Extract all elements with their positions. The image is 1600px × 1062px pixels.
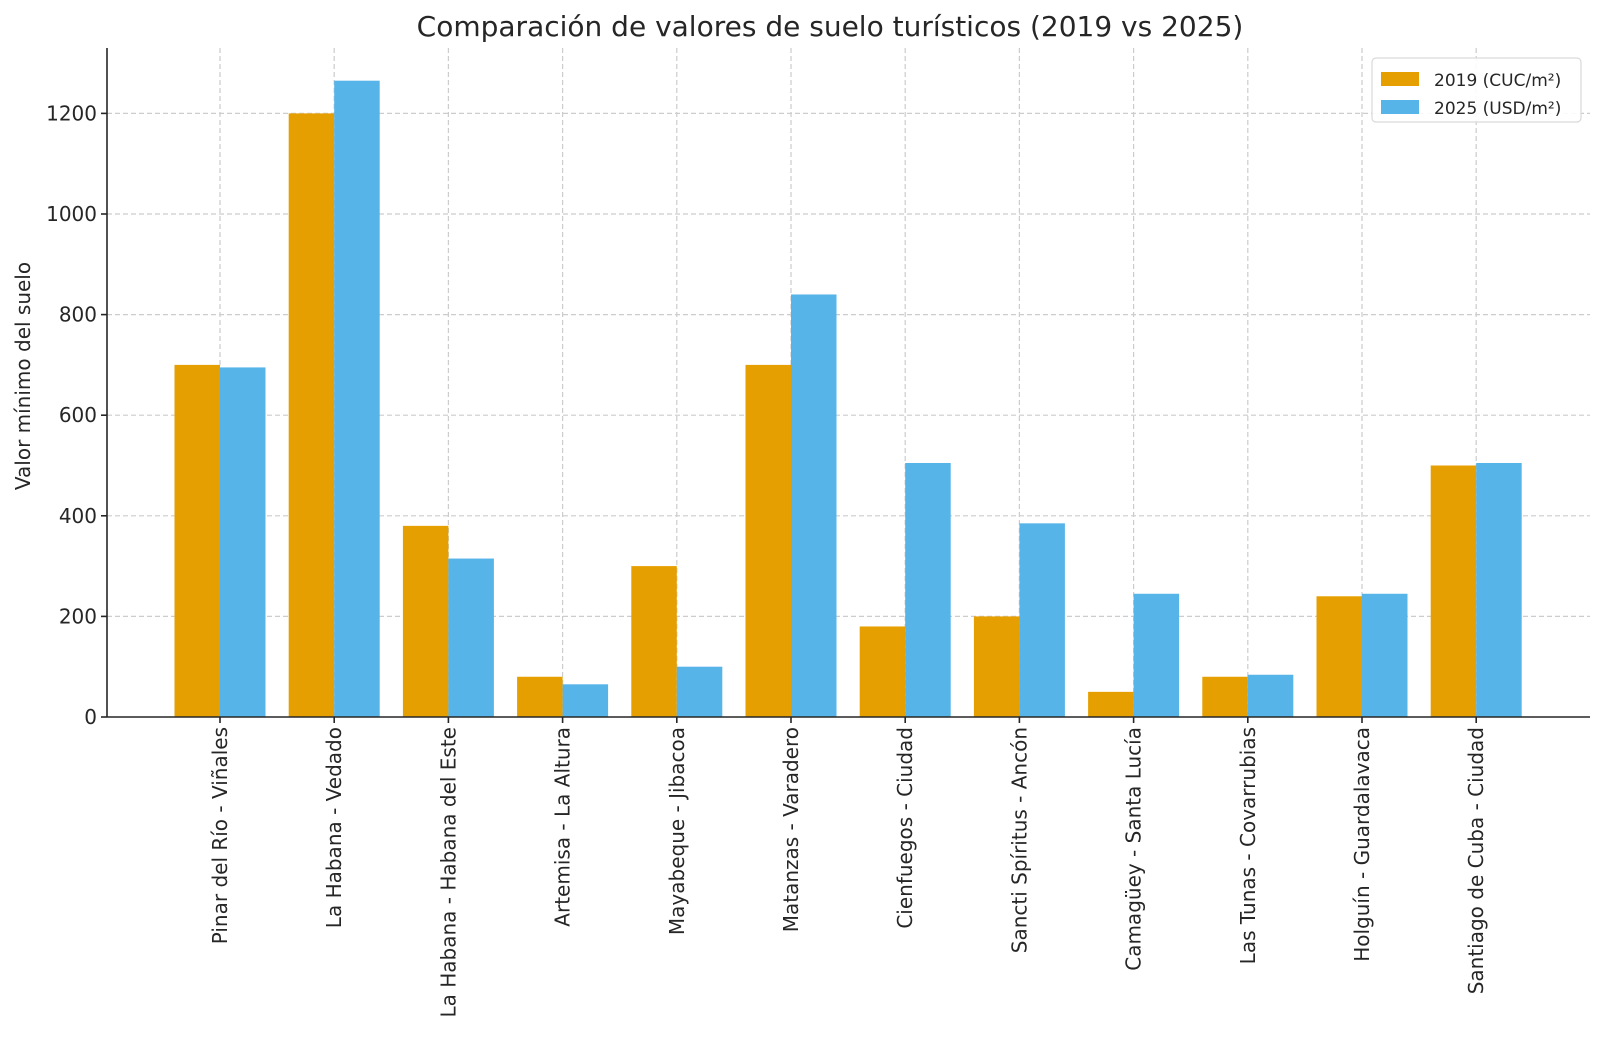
x-tick-label: Pinar del Río - Viñales <box>208 727 232 944</box>
y-tick-label: 200 <box>59 604 97 628</box>
x-tick-label: La Habana - Vedado <box>322 727 346 928</box>
x-tick-label: La Habana - Habana del Este <box>436 727 460 1018</box>
legend-swatch <box>1381 100 1419 114</box>
x-tick-label: Camagüey - Santa Lucía <box>1122 727 1146 971</box>
bar-2025 <box>1362 593 1408 717</box>
y-tick-label: 600 <box>59 403 97 427</box>
legend-box <box>1371 57 1582 123</box>
bars-layer <box>174 80 1522 717</box>
bar-2019 <box>288 113 335 717</box>
x-tick-label: Holguín - Guardalavaca <box>1350 727 1374 962</box>
bar-2019 <box>174 364 220 717</box>
bar-2019 <box>745 364 791 717</box>
bar-2019 <box>1088 691 1134 717</box>
bar-2019 <box>631 566 677 717</box>
x-tick-label: Las Tunas - Covarrubias <box>1236 727 1260 964</box>
bar-2019 <box>859 626 906 717</box>
y-tick-label: 1200 <box>46 101 97 125</box>
bar-2019 <box>973 616 1020 717</box>
bar-2025 <box>562 684 609 717</box>
bar-2025 <box>448 558 494 717</box>
legend-swatch <box>1381 72 1419 86</box>
legend: 2019 (CUC/m²) 2025 (USD/m²) <box>1371 57 1582 123</box>
x-tick-label: Matanzas - Varadero <box>779 727 803 932</box>
y-tick-label: 400 <box>59 504 97 528</box>
y-tick-label: 800 <box>59 303 97 327</box>
legend-label: 2025 (USD/m²) <box>1434 99 1561 119</box>
bar-2019 <box>402 525 449 717</box>
bar-2025 <box>1133 593 1180 717</box>
chart-title: Comparación de valores de suelo turístic… <box>417 10 1244 43</box>
x-tick-label: Cienfuegos - Ciudad <box>893 727 917 929</box>
bar-2025 <box>220 367 266 717</box>
y-tick-label: 1000 <box>46 202 97 226</box>
bar-2025 <box>1019 523 1065 717</box>
bar-2025 <box>676 666 723 717</box>
y-axis-label: Valor mínimo del suelo <box>11 262 35 490</box>
bar-2025 <box>905 462 951 717</box>
x-tick-label: Santiago de Cuba - Ciudad <box>1464 727 1488 994</box>
bar-2019 <box>517 676 563 717</box>
bar-2025 <box>1476 462 1522 717</box>
bar-2025 <box>1247 674 1294 717</box>
bar-2019 <box>1430 465 1477 717</box>
x-tick-label: Sancti Spíritus - Ancón <box>1007 727 1031 953</box>
axes-layer: 0 200 400 600 800 1000 1200 Pinar del Río - Viñ… <box>46 48 1590 1018</box>
x-tick-label: Mayabeque - Jibacoa <box>665 727 689 935</box>
bar-2025 <box>334 80 380 717</box>
bar-2025 <box>791 294 837 717</box>
x-tick-label: Artemisa - La Altura <box>551 727 575 927</box>
bar-2019 <box>1202 676 1248 717</box>
bar-2019 <box>1316 596 1362 717</box>
y-tick-label: 0 <box>84 705 97 729</box>
legend-label: 2019 (CUC/m²) <box>1434 71 1561 91</box>
